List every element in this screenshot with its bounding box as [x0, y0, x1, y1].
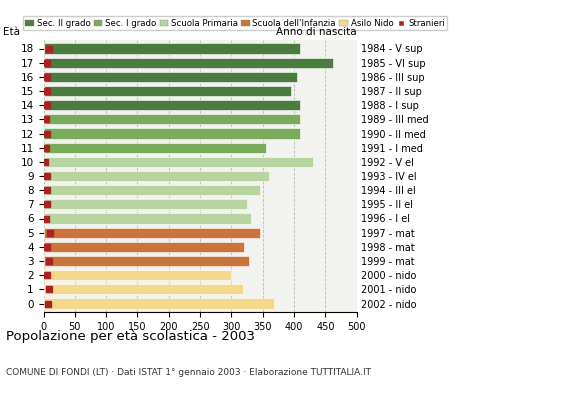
Bar — [44, 44, 300, 54]
Text: Anno di nascita: Anno di nascita — [276, 27, 357, 37]
Bar — [44, 256, 249, 266]
Bar — [44, 185, 260, 195]
Bar — [44, 86, 291, 96]
Text: Età: Età — [3, 27, 20, 37]
Bar — [44, 171, 269, 181]
Legend: Sec. II grado, Sec. I grado, Scuola Primaria, Scuola dell'Infanzia, Asilo Nido, : Sec. II grado, Sec. I grado, Scuola Prim… — [23, 16, 447, 30]
Bar — [44, 72, 297, 82]
Text: COMUNE DI FONDI (LT) · Dati ISTAT 1° gennaio 2003 · Elaborazione TUTTITALIA.IT: COMUNE DI FONDI (LT) · Dati ISTAT 1° gen… — [6, 368, 371, 377]
Bar — [44, 128, 300, 139]
Bar — [44, 100, 300, 110]
Bar — [44, 157, 313, 167]
Bar — [44, 214, 252, 224]
Bar — [44, 270, 231, 280]
Bar — [44, 298, 274, 309]
Bar — [44, 284, 242, 294]
Bar — [44, 228, 260, 238]
Bar — [44, 58, 333, 68]
Bar — [44, 199, 247, 210]
Text: Popolazione per età scolastica - 2003: Popolazione per età scolastica - 2003 — [6, 330, 255, 343]
Bar — [44, 142, 266, 153]
Bar — [44, 114, 300, 124]
Bar — [44, 242, 244, 252]
